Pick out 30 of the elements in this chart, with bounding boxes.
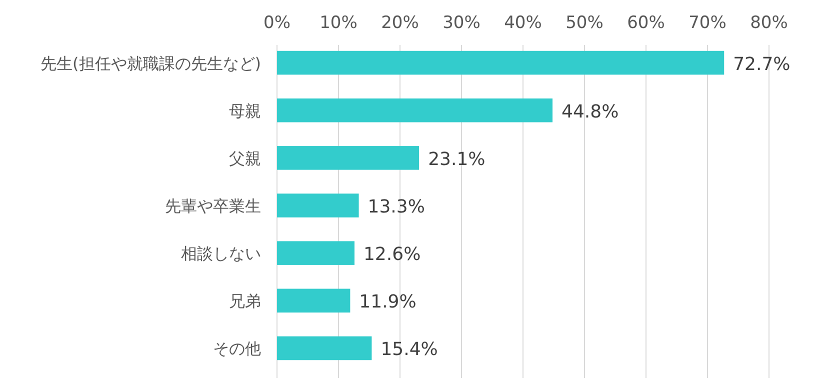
bar xyxy=(277,288,350,313)
y-tick-label: 父親 xyxy=(229,148,261,168)
bar xyxy=(277,50,724,75)
data-label: 15.4% xyxy=(380,339,438,360)
y-tick-label: 先生(担任や就職課の先生など) xyxy=(40,54,261,73)
bar xyxy=(277,146,420,170)
data-label: 13.3% xyxy=(368,196,425,218)
data-label: 44.8% xyxy=(562,101,619,122)
x-tick-label: 40% xyxy=(504,13,542,33)
bar xyxy=(277,241,354,265)
bar xyxy=(277,194,359,218)
x-tick-label: 60% xyxy=(627,13,665,33)
x-tick-label: 80% xyxy=(750,13,788,33)
data-label: 72.7% xyxy=(733,54,790,75)
x-tick-label: 0% xyxy=(264,13,290,33)
y-tick-label: 先輩や卒業生 xyxy=(165,196,261,216)
x-tick-label: 70% xyxy=(688,13,726,33)
bar xyxy=(277,336,372,360)
y-tick-label: 兄弟 xyxy=(229,292,261,311)
x-tick-label: 10% xyxy=(320,13,358,33)
y-tick-label: 相談しない xyxy=(181,244,261,264)
x-tick-label: 30% xyxy=(442,13,480,33)
data-label: 11.9% xyxy=(359,292,416,313)
x-tick-label: 20% xyxy=(381,13,419,33)
x-tick-label: 50% xyxy=(566,13,604,33)
y-tick-label: その他 xyxy=(213,339,261,358)
data-label: 12.6% xyxy=(363,244,421,266)
data-label: 23.1% xyxy=(428,148,486,170)
bar xyxy=(277,98,553,122)
y-tick-label: 母親 xyxy=(229,101,261,120)
